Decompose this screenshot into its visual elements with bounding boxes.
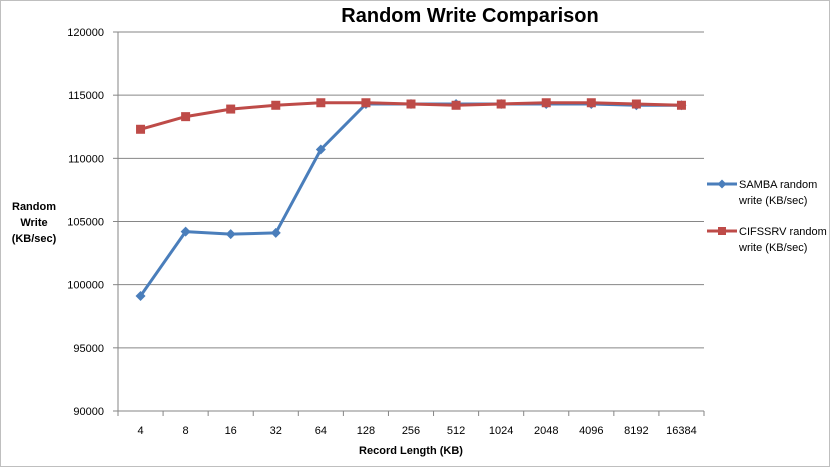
x-tick-label: 32 [270,425,282,437]
x-tick-label: 8192 [624,425,648,437]
data-point-cifssrv [316,98,326,108]
data-point-cifssrv [631,99,641,109]
x-tick-label: 4 [137,425,143,437]
data-point-cifssrv [406,99,416,109]
x-tick-label: 4096 [579,425,603,437]
data-point-samba [135,291,146,302]
data-point-samba [180,226,191,237]
data-point-cifssrv [451,100,461,110]
data-point-cifssrv [676,100,686,110]
y-tick-label: 115000 [68,90,104,102]
y-tick-label: 95000 [73,343,104,355]
x-tick-label: 2048 [534,425,558,437]
y-tick-label: 110000 [68,153,104,165]
x-tick-label: 128 [357,425,375,437]
y-tick-label: 100000 [67,280,104,292]
x-tick-label: 256 [402,425,420,437]
y-tick-label: 90000 [73,406,104,418]
legend-label-samba: SAMBA random write (KB/sec) [739,179,818,207]
data-point-cifssrv [541,98,551,108]
series-line-samba [139,102,682,297]
legend-swatch-samba [707,179,737,189]
legend-swatch-cifssrv [707,227,737,235]
legend-label-cifssrv: CIFSSRV random write (KB/sec) [739,226,827,254]
chart-title: Random Write Comparison [341,5,599,27]
data-point-cifssrv [181,112,191,122]
x-tick-label: 64 [315,425,327,437]
y-tick-label: 120000 [67,27,104,39]
data-point-samba [225,229,236,240]
legend-item-cifssrv: CIFSSRV random write (KB/sec) [707,224,829,256]
data-point-cifssrv [496,99,506,109]
data-point-cifssrv [226,104,236,114]
x-axis-label: Record Length (KB) [359,445,463,457]
data-point-cifssrv [136,124,146,134]
data-point-samba [315,144,326,155]
data-point-cifssrv [586,98,596,108]
x-tick-label: 1024 [489,425,513,437]
x-tick-label: 8 [183,425,189,437]
data-point-samba [270,227,281,238]
x-tick-label: 16 [225,425,237,437]
x-tick-label: 512 [447,425,465,437]
y-axis-label: Random Write (KB/sec) [11,201,57,245]
legend-item-samba: SAMBA random write (KB/sec) [707,177,829,209]
data-point-cifssrv [271,100,281,110]
y-tick-label: 105000 [67,217,104,229]
x-tick-label: 16384 [666,425,697,437]
data-point-cifssrv [361,98,371,108]
legend: SAMBA random write (KB/sec) CIFSSRV rand… [707,177,829,256]
